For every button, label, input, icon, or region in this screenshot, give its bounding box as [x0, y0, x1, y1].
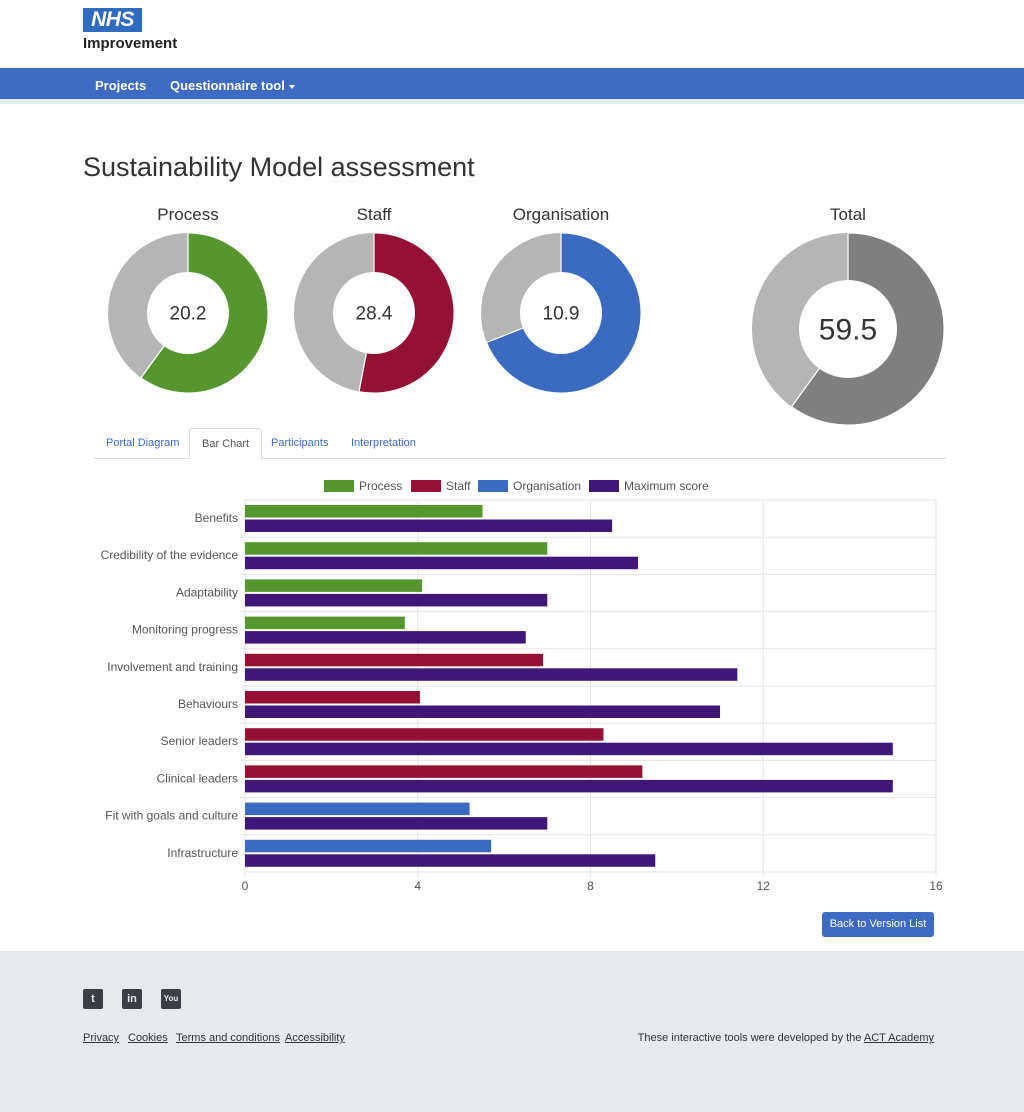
bar-maximum-score — [245, 854, 656, 867]
category-label: Senior leaders — [161, 734, 238, 748]
bar-maximum-score — [245, 779, 893, 793]
bar-maximum-score — [245, 593, 548, 607]
footer-link-terms[interactable]: Terms and conditions — [176, 1032, 280, 1044]
page-title: Sustainability Model assessment — [83, 152, 475, 182]
tab-bar-chart[interactable]: Bar Chart — [189, 428, 263, 460]
footer-link-accessibility[interactable]: Accessibility — [285, 1032, 345, 1044]
tab-participants[interactable]: Participants — [271, 437, 329, 449]
donut-hole-process — [147, 272, 229, 354]
x-tick-label: 16 — [929, 879, 943, 893]
donut-title-process: Process — [157, 205, 219, 224]
linkedin-icon[interactable]: in — [122, 989, 142, 1009]
bar-score-staff — [245, 691, 420, 704]
footer: t in You Privacy Cookies Terms and conditi… — [0, 951, 1024, 1112]
x-tick-label: 8 — [587, 879, 594, 893]
category-label: Credibility of the evidence — [101, 548, 239, 562]
donut-hole-total — [799, 280, 897, 378]
nav-questionnaire-tool[interactable]: Questionnaire tool — [170, 78, 295, 93]
category-label: Involvement and training — [107, 660, 238, 674]
caret-down-icon — [288, 84, 295, 89]
donut-staff: 28.4 — [294, 232, 455, 394]
donut-value-staff: 28.4 — [356, 304, 393, 325]
bar-maximum-score — [245, 817, 548, 830]
bar-score-process — [245, 542, 548, 555]
category-label: Behaviours — [178, 697, 238, 711]
navbar: Projects Questionnaire tool — [0, 68, 1024, 104]
bar-maximum-score — [245, 742, 893, 756]
bar-score-staff — [245, 653, 543, 667]
nav-questionnaire-label: Questionnaire tool — [170, 78, 285, 93]
nhs-logo[interactable]: NHS — [83, 8, 142, 32]
legend-swatch-process — [324, 480, 354, 492]
bar-score-organisation — [245, 802, 470, 816]
donut-value-total: 59.5 — [819, 314, 877, 347]
donut-title-total: Total — [830, 205, 866, 224]
donut-title-staff: Staff — [356, 205, 392, 224]
nhs-logo-subtitle: Improvement — [83, 35, 178, 52]
x-tick-label: 4 — [414, 879, 421, 893]
bar-score-process — [245, 616, 405, 630]
donut-total: 59.5 — [752, 232, 945, 426]
x-tick-label: 0 — [242, 879, 249, 893]
category-label: Adaptability — [176, 585, 238, 599]
x-tick-label: 12 — [757, 879, 771, 893]
category-label: Monitoring progress — [132, 623, 238, 637]
tab-portal-diagram[interactable]: Portal Diagram — [106, 437, 180, 449]
donut-value-organisation: 10.9 — [543, 304, 580, 325]
tab-interpretation[interactable]: Interpretation — [351, 437, 416, 449]
bar-score-staff — [245, 765, 643, 778]
bar-score-process — [245, 579, 423, 592]
bar-maximum-score — [245, 519, 613, 532]
bar-maximum-score — [245, 668, 738, 681]
category-label: Benefits — [195, 511, 238, 525]
donut-hole-organisation — [520, 272, 602, 354]
legend-label-process: Process — [359, 479, 402, 493]
bar-score-process — [245, 505, 483, 518]
category-label: Clinical leaders — [157, 771, 238, 785]
view-tabs: Portal Diagram Bar Chart Participants In… — [94, 428, 946, 460]
nhs-logo-text: NHS — [91, 8, 134, 31]
legend-label-organisation: Organisation — [513, 479, 581, 493]
twitter-icon[interactable]: t — [83, 989, 103, 1009]
donut-organisation: 10.9 — [481, 232, 642, 394]
bar-maximum-score — [245, 556, 639, 570]
back-to-version-list-button[interactable]: Back to Version List — [822, 912, 934, 937]
footer-link-cookies[interactable]: Cookies — [128, 1032, 168, 1044]
donut-value-process: 20.2 — [170, 304, 207, 325]
category-label: Fit with goals and culture — [105, 809, 238, 823]
legend-label-maximum-score: Maximum score — [624, 479, 709, 493]
legend-swatch-organisation — [478, 480, 508, 492]
donut-process: 20.2 — [108, 232, 269, 394]
bar-chart: Process Staff Organisation Maximum score 0 4 8… — [101, 479, 943, 893]
footer-link-privacy[interactable]: Privacy — [83, 1032, 120, 1044]
legend-swatch-maximum-score — [589, 480, 619, 492]
bar-score-staff — [245, 728, 604, 741]
donut-hole-staff — [333, 272, 415, 354]
legend-swatch-staff — [411, 480, 441, 492]
bar-score-organisation — [245, 839, 492, 853]
bar-maximum-score — [245, 631, 526, 644]
nav-projects[interactable]: Projects — [95, 78, 147, 93]
footer-credit-text: These interactive tools were developed b… — [637, 1032, 862, 1044]
donut-title-organisation: Organisation — [512, 205, 610, 224]
youtube-icon[interactable]: You — [161, 989, 181, 1009]
legend-label-staff: Staff — [446, 479, 471, 493]
act-academy-link[interactable]: ACT Academy — [863, 1032, 934, 1044]
site-header: NHS Improvement — [0, 0, 1024, 68]
category-label: Infrastructure — [167, 846, 238, 860]
bar-maximum-score — [245, 705, 721, 718]
footer-credit: These interactive tools were developed b… — [638, 1032, 934, 1044]
